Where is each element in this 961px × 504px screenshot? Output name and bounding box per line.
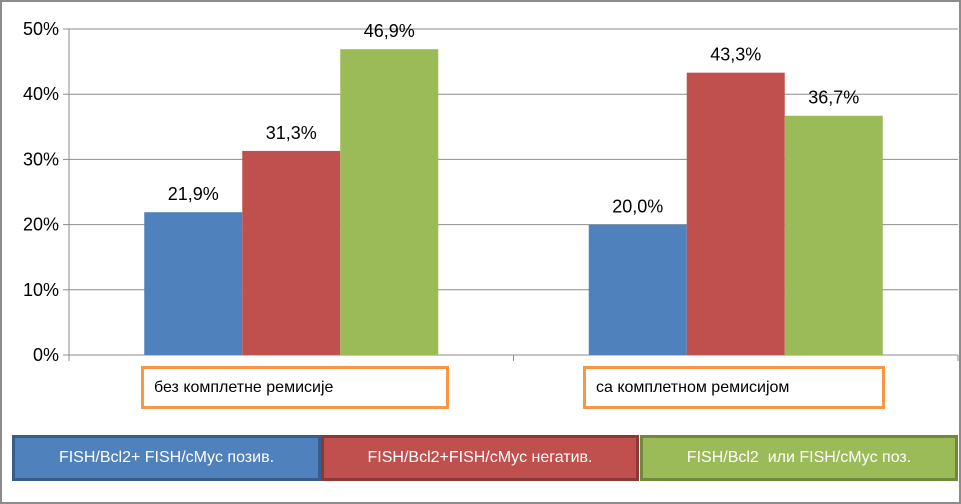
legend-item-series-1: FISH/Bcl2+FISH/cMyc негатив. (321, 435, 639, 481)
data-label-0-1: 20,0% (612, 197, 663, 217)
y-tick-label-4: 40% (23, 84, 59, 104)
data-label-1-0: 31,3% (266, 123, 317, 143)
y-tick-label-3: 30% (23, 149, 59, 169)
data-label-1-1: 43,3% (710, 45, 761, 65)
y-tick-label-5: 50% (23, 19, 59, 39)
bar-1-0 (242, 150, 341, 355)
legend-item-series-2: FISH/Bcl2 или FISH/cMyc поз. (640, 435, 958, 481)
legend-label-series-2: FISH/Bcl2 или FISH/cMyc поз. (686, 449, 912, 466)
category-label-0: без комплетне ремисије (141, 366, 449, 409)
data-label-0-0: 21,9% (168, 184, 219, 204)
bar-1-1 (686, 72, 785, 356)
data-label-2-1: 36,7% (808, 88, 859, 108)
y-tick-label-1: 10% (23, 280, 59, 300)
legend-label-series-0: FISH/Bcl2+ FISH/cMyc позив. (58, 449, 275, 466)
bar-0-1 (588, 224, 687, 355)
data-label-2-0: 46,9% (364, 21, 415, 41)
y-tick-label-0: 0% (33, 345, 59, 365)
bar-0-0 (144, 212, 243, 355)
legend-label-series-1: FISH/Bcl2+FISH/cMyc негатив. (367, 449, 593, 466)
category-label-1: са комплетном ремисијом (583, 366, 885, 409)
bar-2-0 (340, 49, 439, 355)
y-tick-label-2: 20% (23, 215, 59, 235)
legend-item-series-0: FISH/Bcl2+ FISH/cMyc позив. (12, 435, 321, 481)
bar-2-1 (784, 115, 883, 355)
